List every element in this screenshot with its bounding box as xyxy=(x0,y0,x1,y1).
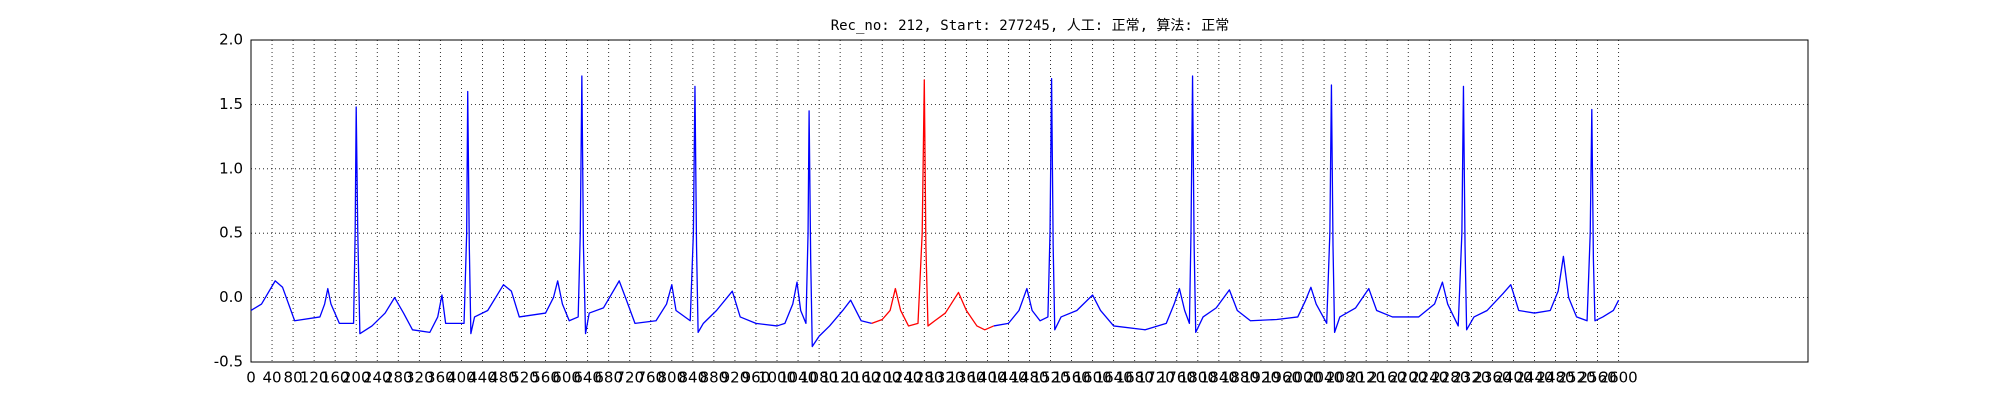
x-tick-label: 320 xyxy=(405,369,434,387)
x-tick-label: 1600 xyxy=(1074,369,1112,387)
x-tick-label: 2000 xyxy=(1284,369,1322,387)
x-tick-label: 2440 xyxy=(1515,369,1553,387)
x-tick-label: 40 xyxy=(262,369,281,387)
x-tick-label: 120 xyxy=(300,369,329,387)
x-tick-label: 1240 xyxy=(884,369,922,387)
x-tick-label: 360 xyxy=(426,369,455,387)
x-tick-label: 160 xyxy=(321,369,350,387)
x-tick-label: 1120 xyxy=(821,369,859,387)
x-tick-label: 2480 xyxy=(1536,369,1574,387)
x-tick-label: 1880 xyxy=(1221,369,1259,387)
y-tick-label: 0.0 xyxy=(219,288,243,306)
x-tick-label: 1800 xyxy=(1179,369,1217,387)
x-tick-label: 280 xyxy=(384,369,413,387)
x-tick-label: 2520 xyxy=(1557,369,1595,387)
x-tick-label: 1200 xyxy=(863,369,901,387)
x-tick-label: 1280 xyxy=(905,369,943,387)
x-tick-label: 2320 xyxy=(1452,369,1490,387)
x-tick-label: 1920 xyxy=(1242,369,1280,387)
y-tick-label: 2.0 xyxy=(219,31,243,49)
x-tick-label: 1640 xyxy=(1095,369,1133,387)
y-tick-label: 1.5 xyxy=(219,95,243,113)
x-tick-label: 960 xyxy=(742,369,771,387)
x-tick-label: 1760 xyxy=(1158,369,1196,387)
x-tick-label: 440 xyxy=(468,369,497,387)
x-tick-label: 800 xyxy=(657,369,686,387)
x-tick-label: 680 xyxy=(594,369,623,387)
x-tick-label: 2280 xyxy=(1431,369,1469,387)
x-tick-label: 200 xyxy=(342,369,371,387)
x-tick-label: 80 xyxy=(284,369,303,387)
x-tick-label: 760 xyxy=(636,369,665,387)
x-tick-label: 2560 xyxy=(1579,369,1617,387)
x-tick-label: 1400 xyxy=(968,369,1006,387)
ecg-line xyxy=(871,79,994,331)
ecg-line xyxy=(250,75,1620,348)
x-tick-label: 240 xyxy=(363,369,392,387)
x-tick-label: 1040 xyxy=(779,369,817,387)
x-tick-label: 2600 xyxy=(1600,369,1638,387)
y-tick-label: -0.5 xyxy=(214,353,243,371)
x-tick-label: 1080 xyxy=(800,369,838,387)
x-tick-label: 1480 xyxy=(1010,369,1048,387)
x-tick-label: 1840 xyxy=(1200,369,1238,387)
x-tick-label: 920 xyxy=(721,369,750,387)
x-tick-label: 2240 xyxy=(1410,369,1448,387)
x-tick-label: 600 xyxy=(552,369,581,387)
x-tick-label: 2160 xyxy=(1368,369,1406,387)
x-tick-label: 2360 xyxy=(1473,369,1511,387)
x-tick-label: 400 xyxy=(447,369,476,387)
x-tick-label: 560 xyxy=(531,369,560,387)
x-tick-label: 1560 xyxy=(1052,369,1090,387)
x-tick-label: 2040 xyxy=(1305,369,1343,387)
x-tick-label: 1520 xyxy=(1031,369,1069,387)
x-tick-label: 840 xyxy=(679,369,708,387)
x-tick-label: 480 xyxy=(489,369,518,387)
x-tick-label: 1360 xyxy=(947,369,985,387)
x-tick-label: 720 xyxy=(615,369,644,387)
x-tick-label: 2400 xyxy=(1494,369,1532,387)
y-tick-label: 1.0 xyxy=(219,159,243,177)
x-tick-label: 640 xyxy=(573,369,602,387)
x-tick-label: 880 xyxy=(700,369,729,387)
x-tick-label: 2120 xyxy=(1347,369,1385,387)
x-tick-label: 2080 xyxy=(1326,369,1364,387)
x-tick-label: 520 xyxy=(510,369,539,387)
x-tick-label: 1680 xyxy=(1116,369,1154,387)
chart-title: Rec_no: 212, Start: 277245, 人工: 正常, 算法: … xyxy=(831,18,1230,34)
x-tick-label: 1960 xyxy=(1263,369,1301,387)
x-tick-label: 1720 xyxy=(1137,369,1175,387)
x-tick-label: 0 xyxy=(246,369,256,387)
x-tick-label: 2200 xyxy=(1389,369,1427,387)
x-tick-label: 1320 xyxy=(926,369,964,387)
x-tick-label: 1160 xyxy=(842,369,880,387)
y-tick-label: 0.5 xyxy=(219,224,243,242)
x-tick-label: 1000 xyxy=(758,369,796,387)
x-tick-label: 1440 xyxy=(989,369,1027,387)
